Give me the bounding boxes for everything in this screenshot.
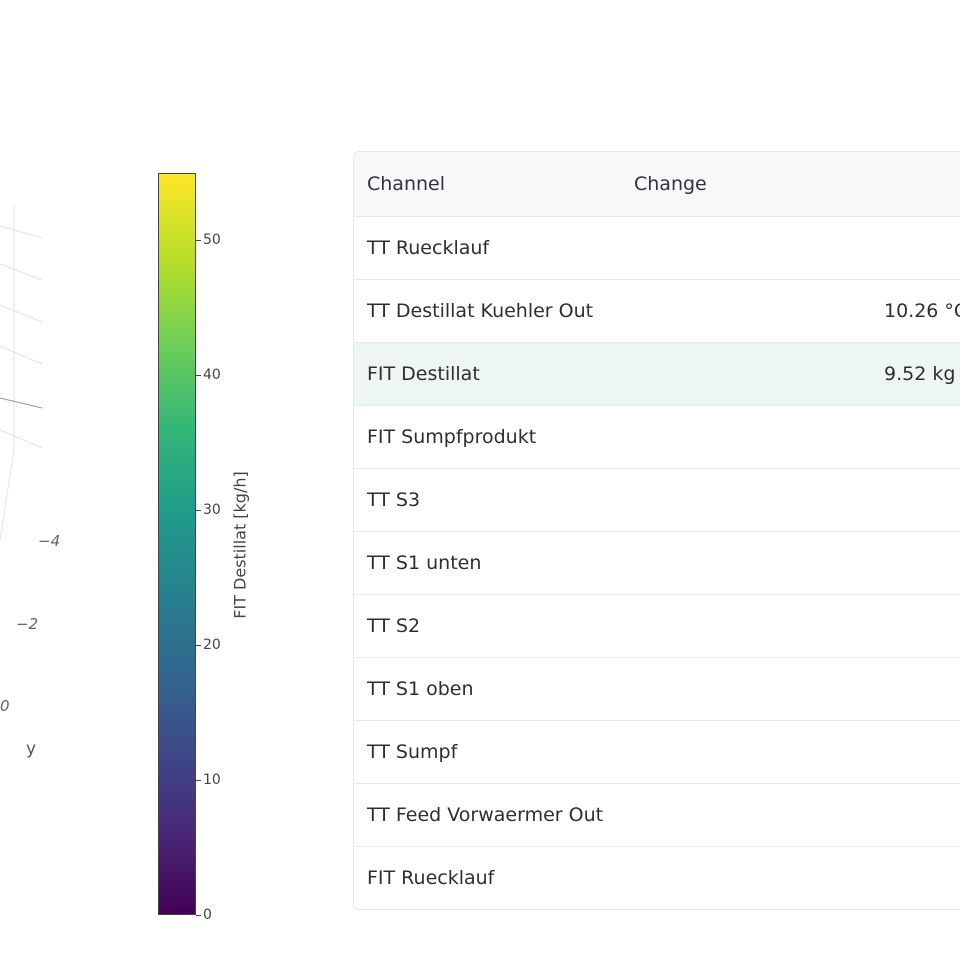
colorbar-tick-label: 40	[203, 367, 221, 384]
table-header: Channel Change	[354, 152, 960, 216]
channel-name-cell: FIT Destillat	[367, 363, 480, 385]
table-row[interactable]: TT Destillat Kuehler Out 10.26 °C	[354, 279, 960, 342]
channel-table: Channel Change TT Ruecklauf TT Destillat …	[353, 151, 960, 910]
colorbar-tick-label: 0	[203, 907, 212, 923]
y-tick-label: −2	[16, 615, 38, 633]
grid-line	[0, 345, 43, 365]
grid-line	[0, 225, 43, 239]
channel-name-cell: FIT Ruecklauf	[367, 867, 495, 889]
plot-3d-fragment[interactable]: −4 −2 0 y	[0, 0, 120, 960]
channel-name-cell: TT S1 unten	[367, 552, 482, 574]
grid-line	[0, 263, 43, 281]
table-row[interactable]: TT S1 oben	[354, 657, 960, 720]
y-tick-label: 0	[0, 697, 10, 715]
table-row[interactable]: TT S3	[354, 468, 960, 531]
table-row[interactable]: TT Sumpf	[354, 720, 960, 783]
axis-line	[0, 397, 43, 409]
table-row[interactable]: FIT Ruecklauf	[354, 846, 960, 909]
channel-name-cell: TT Ruecklauf	[367, 237, 490, 259]
table-row[interactable]: FIT Sumpfprodukt	[354, 405, 960, 468]
colorbar-gradient	[158, 173, 196, 915]
colorbar-tick-label: 10	[203, 772, 221, 789]
table-body: TT Ruecklauf TT Destillat Kuehler Out 10.2…	[354, 216, 960, 909]
y-axis-title: y	[26, 739, 36, 759]
plot-3d-grid: −4 −2 0 y	[0, 206, 60, 759]
grid-line	[0, 449, 15, 541]
colorbar-title: FIT Destillat [kg/h]	[230, 471, 250, 619]
table-row[interactable]: TT S1 unten	[354, 531, 960, 594]
table-row[interactable]: TT S2	[354, 594, 960, 657]
channel-name-cell: TT S2	[367, 615, 421, 637]
colorbar-tick-label: 30	[203, 502, 221, 519]
colorbar-tick-mark	[196, 374, 201, 376]
colorbar-tick-mark	[196, 914, 201, 916]
table-row[interactable]: TT Ruecklauf	[354, 216, 960, 279]
y-tick-label: −4	[38, 532, 60, 550]
channel-value-cell: 9.52 kg	[884, 363, 956, 385]
grid-line	[0, 304, 43, 323]
column-header-channel[interactable]: Channel	[367, 173, 446, 195]
channel-name-cell: FIT Sumpfprodukt	[367, 426, 537, 448]
channel-name-cell: TT S1 oben	[367, 678, 474, 700]
colorbar-tick-mark	[196, 509, 201, 511]
channel-name-cell: TT S3	[367, 489, 421, 511]
colorbar-tick-mark	[196, 779, 201, 781]
colorbar-tick-label: 20	[203, 637, 221, 654]
channel-name-cell: TT Feed Vorwaermer Out	[367, 804, 604, 826]
grid-line	[0, 429, 43, 449]
column-header-change[interactable]: Change	[634, 173, 707, 195]
colorbar-tick-mark	[196, 644, 201, 646]
colorbar-tick-mark	[196, 239, 201, 241]
channel-value-cell: 10.26 °C	[884, 300, 960, 322]
channel-name-cell: TT Sumpf	[367, 741, 458, 763]
channel-name-cell: TT Destillat Kuehler Out	[367, 300, 594, 322]
table-row[interactable]: TT Feed Vorwaermer Out	[354, 783, 960, 846]
table-row[interactable]: FIT Destillat 9.52 kg	[354, 342, 960, 405]
colorbar-tick-label: 50	[203, 232, 221, 249]
